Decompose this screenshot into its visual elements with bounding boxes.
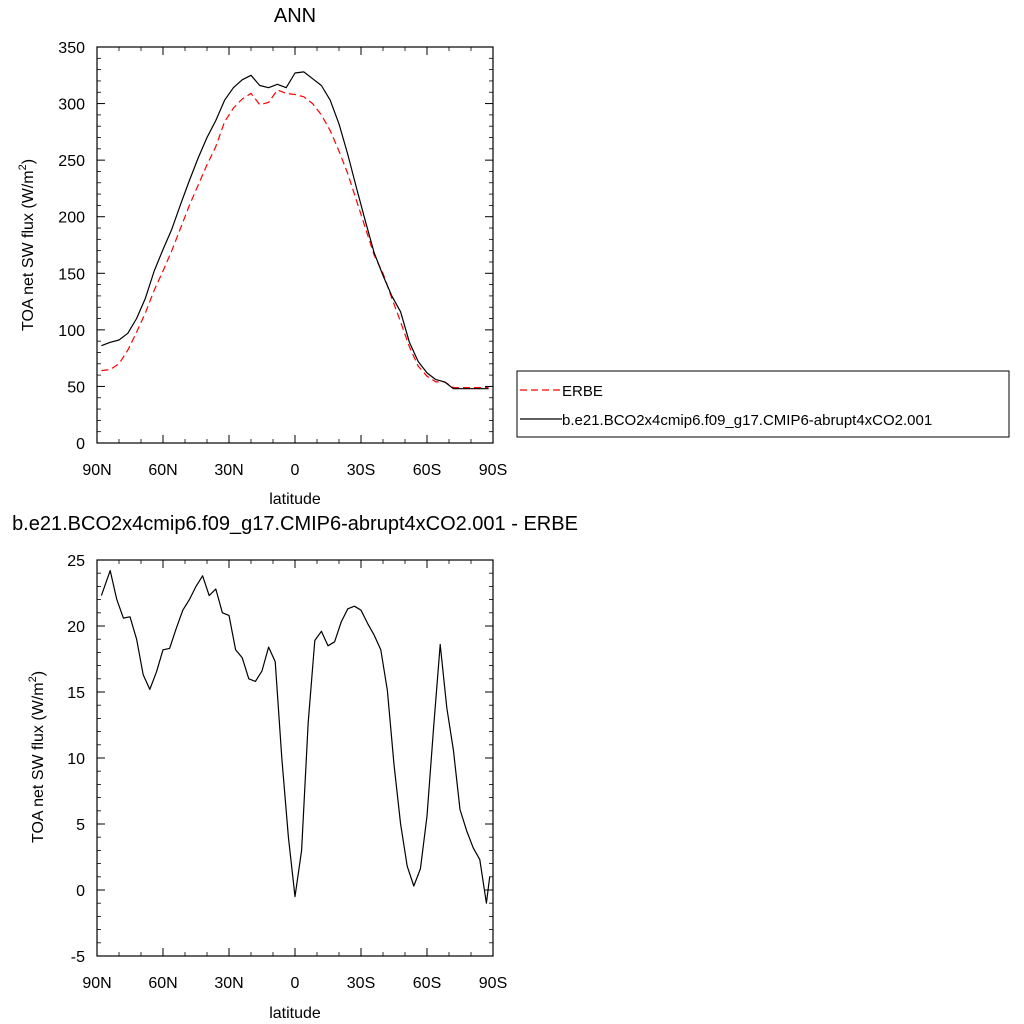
plot-series <box>101 71 489 390</box>
y-tick-label: 20 <box>67 619 85 636</box>
plot-axes: -5 0 5 10 15 20 25 90N 60N 30N 0 30S 60S 90S <box>67 553 507 992</box>
x-tick-label: 90N <box>82 975 111 992</box>
series-line <box>101 89 489 389</box>
y-tick-label: 200 <box>58 210 85 227</box>
legend-box <box>516 370 1010 438</box>
x-tick-label: 60N <box>148 462 177 479</box>
y-tick-label: 50 <box>67 379 85 396</box>
x-axis-label: latitude <box>269 1005 321 1022</box>
y-tick-label: 150 <box>58 266 85 283</box>
legend: ERBE b.e21.BCO2x4cmip6.f09_g17.CMIP6-abr… <box>516 370 1010 438</box>
bottom-plot: b.e21.BCO2x4cmip6.f09_g17.CMIP6-abrupt4x… <box>12 513 578 1022</box>
plot-title: ANN <box>274 5 316 27</box>
x-tick-label: 30N <box>214 975 243 992</box>
x-tick-label: 0 <box>291 975 300 992</box>
y-tick-label: -5 <box>71 949 85 966</box>
plot-axes: 0 50 100 150 200 250 300 350 90N 60N 30N 0 30S 60S 90S <box>58 40 507 479</box>
y-tick-label: 350 <box>58 40 85 57</box>
y-axis-label: TOA net SW flux (W/m2) <box>17 159 37 331</box>
y-tick-label: 100 <box>58 323 85 340</box>
plot-title: b.e21.BCO2x4cmip6.f09_g17.CMIP6-abrupt4x… <box>12 513 578 535</box>
y-tick-label: 25 <box>67 553 85 570</box>
x-tick-label: 90S <box>479 462 507 479</box>
plot-frame <box>96 559 494 957</box>
series-line <box>101 71 489 390</box>
x-tick-label: 60N <box>148 975 177 992</box>
plot-series <box>100 569 491 904</box>
y-tick-label: 300 <box>58 97 85 114</box>
x-tick-label: 60S <box>413 975 441 992</box>
x-axis-label: latitude <box>269 491 321 508</box>
series-line <box>100 569 491 904</box>
y-axis-label: TOA net SW flux (W/m2) <box>27 671 47 843</box>
x-tick-label: 90S <box>479 975 507 992</box>
x-tick-label: 30N <box>214 462 243 479</box>
y-tick-label: 250 <box>58 153 85 170</box>
x-tick-label: 90N <box>82 462 111 479</box>
x-tick-label: 60S <box>413 462 441 479</box>
y-tick-label: 15 <box>67 685 85 702</box>
legend-label-erbe: ERBE <box>562 383 603 400</box>
x-tick-label: 30S <box>347 975 375 992</box>
plot-frame <box>96 46 494 444</box>
y-tick-label: 5 <box>76 817 85 834</box>
top-plot: ANN latitude TOA net SW flux (W/m2) 0 50 1… <box>17 5 507 508</box>
legend-label-model: b.e21.BCO2x4cmip6.f09_g17.CMIP6-abrupt4x… <box>562 412 932 429</box>
y-tick-label: 0 <box>76 436 85 453</box>
y-tick-label: 0 <box>76 883 85 900</box>
x-tick-label: 0 <box>291 462 300 479</box>
y-tick-label: 10 <box>67 751 85 768</box>
x-tick-label: 30S <box>347 462 375 479</box>
